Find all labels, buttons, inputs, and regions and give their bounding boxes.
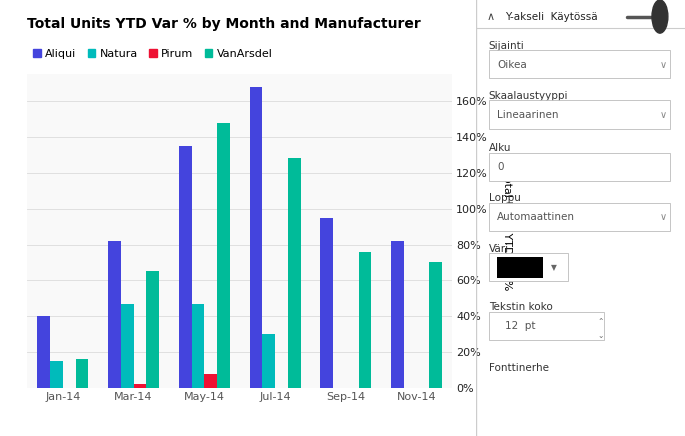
Bar [179,146,192,388]
Text: ∨: ∨ [660,212,667,222]
FancyBboxPatch shape [488,312,603,340]
Text: Oikea: Oikea [497,60,527,69]
Text: Y-akseli  Käytössä: Y-akseli Käytössä [506,12,598,21]
Text: 0: 0 [497,162,503,172]
Text: 12  pt: 12 pt [506,321,536,331]
FancyBboxPatch shape [488,203,671,231]
Text: Skaalaustyyppi: Skaalaustyyppi [488,91,568,101]
Text: ∨: ∨ [660,60,667,69]
Text: Tekstin koko: Tekstin koko [488,303,552,312]
Bar [288,158,301,388]
Text: Total Units YTD Var % by Month and Manufacturer: Total Units YTD Var % by Month and Manuf… [27,17,421,31]
Text: Alku: Alku [488,143,511,153]
Text: ▼: ▼ [551,263,557,272]
Bar [429,262,443,388]
FancyBboxPatch shape [488,253,568,281]
Text: Sijainti: Sijainti [488,41,524,51]
FancyBboxPatch shape [488,50,671,78]
Text: ⌃: ⌃ [597,318,603,327]
Text: ∧: ∧ [486,12,495,21]
Text: Automaattinen: Automaattinen [497,212,575,222]
Bar [192,304,204,388]
Bar [75,359,88,388]
Bar [262,334,275,388]
Text: Lineaarinen: Lineaarinen [497,110,558,119]
Bar [147,272,159,388]
Text: ⌄: ⌄ [597,331,603,340]
Bar [108,241,121,388]
FancyBboxPatch shape [497,257,543,278]
Bar [204,374,217,388]
Text: Fonttinerhe: Fonttinerhe [488,364,549,373]
Bar [134,385,147,388]
Bar [121,304,134,388]
FancyBboxPatch shape [488,100,671,129]
Bar [249,87,262,388]
Bar [359,252,371,388]
Circle shape [652,0,668,33]
FancyBboxPatch shape [488,153,671,181]
Bar [50,361,63,388]
Bar [391,241,404,388]
Text: ∨: ∨ [660,110,667,119]
Text: Loppu: Loppu [488,194,521,203]
Bar [321,218,333,388]
Bar [37,316,50,388]
Text: Väri: Väri [488,244,509,253]
Y-axis label: Total Units YTD Var %: Total Units YTD Var % [502,171,512,291]
Bar [217,123,230,388]
Legend: Aliqui, Natura, Pirum, VanArsdel: Aliqui, Natura, Pirum, VanArsdel [33,49,273,59]
